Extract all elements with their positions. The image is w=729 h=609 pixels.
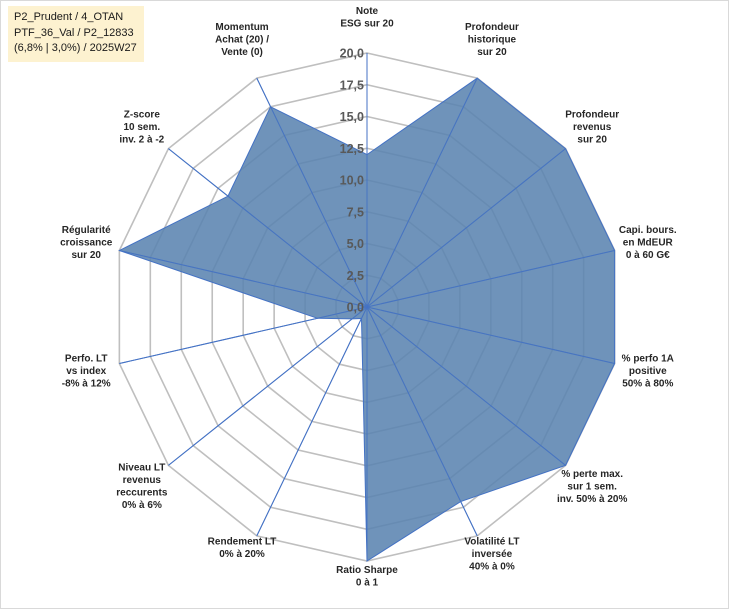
axis-label-10: Perfo. LT vs index-8% à 12% <box>62 353 111 389</box>
tick-label-5: 12,5 <box>340 142 364 156</box>
axis-label-12-line-1: 10 sem. <box>123 122 160 133</box>
tick-label-6: 15,0 <box>340 110 364 124</box>
axis-label-2-line-0: Profondeur <box>565 110 619 121</box>
axis-label-13-line-1: Achat (20) / <box>215 35 269 46</box>
axis-label-0-line-1: ESG sur 20 <box>340 19 394 30</box>
info-line-1: P2_Prudent / 4_OTAN <box>14 11 124 23</box>
axis-label-6-line-0: Volatilité LT <box>464 536 519 547</box>
spoke-overlay-6 <box>366 306 478 537</box>
spoke-overlay-10 <box>119 306 368 365</box>
spoke-overlay-8 <box>256 306 368 537</box>
spoke-overlay-9 <box>168 306 368 466</box>
axis-label-1-line-1: historique <box>468 35 517 46</box>
axis-label-9-line-2: reccurents <box>116 488 168 499</box>
axis-label-5: % perte max.sur 1 sem. inv. 50% à 20% <box>557 469 628 505</box>
spoke-overlay-2 <box>366 148 566 308</box>
axis-label-10-line-0: Perfo. LT <box>65 353 108 364</box>
axis-label-5-line-0: % perte max. <box>561 469 623 480</box>
spoke-overlay-13 <box>256 77 368 308</box>
tick-label-0: 0,0 <box>347 301 364 315</box>
tick-label-4: 10,0 <box>340 174 364 188</box>
axis-label-8-line-1: 0% à 20% <box>219 549 265 560</box>
axis-label-6-line-1: inversée <box>472 549 513 560</box>
axis-label-10-line-1: vs index <box>66 366 106 377</box>
spoke-overlay-4 <box>366 306 615 365</box>
axis-label-9-line-3: 0% à 6% <box>122 500 162 511</box>
axis-label-4-line-1: positive <box>629 366 667 377</box>
radar-series <box>118 53 616 562</box>
spoke-overlay-1 <box>366 77 478 308</box>
axis-label-11-line-0: Régularité <box>62 225 111 236</box>
axis-label-4-line-0: % perfo 1A <box>622 353 674 364</box>
spoke-overlay-5 <box>366 306 566 466</box>
axis-label-13-line-2: Vente (0) <box>221 47 263 58</box>
portfolio-info-box: P2_Prudent / 4_OTAN PTF_36_Val / P2_1283… <box>8 6 144 62</box>
axis-label-3-line-0: Capi. bours. <box>619 225 677 236</box>
axis-label-3-line-2: 0 à 60 G€ <box>626 250 670 261</box>
axis-label-5-line-2: inv. 50% à 20% <box>557 494 628 505</box>
axis-label-1-line-2: sur 20 <box>477 47 507 58</box>
axis-label-10-line-2: -8% à 12% <box>62 378 111 389</box>
tick-label-1: 2,5 <box>347 269 364 283</box>
axis-label-13: Momentum Achat (20) /Vente (0) <box>215 22 269 58</box>
axis-label-11-line-1: croissance <box>60 238 113 249</box>
axis-label-4-line-2: 50% à 80% <box>622 378 673 389</box>
axis-label-0-line-0: Note <box>356 6 379 17</box>
axis-label-1-line-0: Profondeur <box>465 22 519 33</box>
axis-label-6-line-2: 40% à 0% <box>469 561 515 572</box>
axis-label-5-line-1: sur 1 sem. <box>567 481 617 492</box>
axis-label-9-line-0: Niveau LT <box>118 463 165 474</box>
radar-tick-labels: 0,0 2,5 5,0 7,5 10,0 12,5 15,0 17,5 20,0 <box>340 47 364 315</box>
axis-label-8-line-0: Rendement LT <box>208 536 277 547</box>
tick-label-8: 20,0 <box>340 47 364 61</box>
tick-label-3: 7,5 <box>347 205 364 219</box>
axis-label-7-line-0: Ratio Sharpe <box>336 565 398 576</box>
axis-label-3-line-1: en MdEUR <box>623 238 674 249</box>
tick-label-7: 17,5 <box>340 78 364 92</box>
axis-label-7-line-1: 0 à 1 <box>356 578 379 589</box>
info-line-2: PTF_36_Val / P2_12833 <box>14 26 134 39</box>
axis-label-7: Ratio Sharpe 0 à 1 <box>336 565 398 589</box>
spoke-overlay-3 <box>366 249 615 308</box>
axis-label-12-line-2: inv. 2 à -2 <box>119 135 164 146</box>
info-line-3: (6,8% | 3,0%) / 2025W27 <box>14 42 137 54</box>
axis-label-2-line-2: sur 20 <box>577 135 607 146</box>
spoke-overlay-12 <box>168 148 368 308</box>
axis-label-8: Rendement LT 0% à 20% <box>208 536 277 560</box>
axis-label-0: Note ESG sur 20 <box>340 6 394 30</box>
tick-label-2: 5,0 <box>347 237 364 251</box>
axis-label-2-line-1: revenus <box>573 122 612 133</box>
spoke-overlay-11 <box>119 249 368 308</box>
axis-label-11-line-2: sur 20 <box>71 250 101 261</box>
axis-label-9-line-1: revenus <box>123 475 162 486</box>
axis-label-12-line-0: Z-score <box>124 110 161 121</box>
axis-label-13-line-0: Momentum <box>215 22 268 33</box>
